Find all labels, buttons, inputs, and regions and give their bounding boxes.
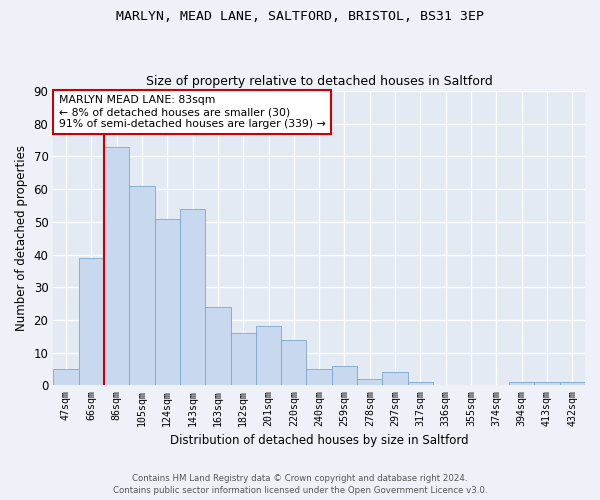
Title: Size of property relative to detached houses in Saltford: Size of property relative to detached ho… [146, 76, 493, 88]
Bar [53, 369, 79, 386]
X-axis label: Distribution of detached houses by size in Saltford: Distribution of detached houses by size … [170, 434, 469, 448]
Bar [129, 186, 155, 386]
Bar [382, 372, 408, 386]
Bar [256, 326, 281, 386]
Bar [535, 382, 560, 386]
Bar [281, 340, 307, 386]
Bar [408, 382, 433, 386]
Text: Contains HM Land Registry data © Crown copyright and database right 2024.
Contai: Contains HM Land Registry data © Crown c… [113, 474, 487, 495]
Bar [180, 209, 205, 386]
Bar [230, 333, 256, 386]
Bar [332, 366, 357, 386]
Bar [560, 382, 585, 386]
Bar [155, 218, 180, 386]
Bar [104, 146, 129, 386]
Text: MARLYN, MEAD LANE, SALTFORD, BRISTOL, BS31 3EP: MARLYN, MEAD LANE, SALTFORD, BRISTOL, BS… [116, 10, 484, 23]
Bar [79, 258, 104, 386]
Bar [307, 369, 332, 386]
Text: MARLYN MEAD LANE: 83sqm
← 8% of detached houses are smaller (30)
91% of semi-det: MARLYN MEAD LANE: 83sqm ← 8% of detached… [59, 96, 325, 128]
Bar [205, 307, 230, 386]
Y-axis label: Number of detached properties: Number of detached properties [15, 145, 28, 331]
Bar [357, 379, 382, 386]
Bar [509, 382, 535, 386]
